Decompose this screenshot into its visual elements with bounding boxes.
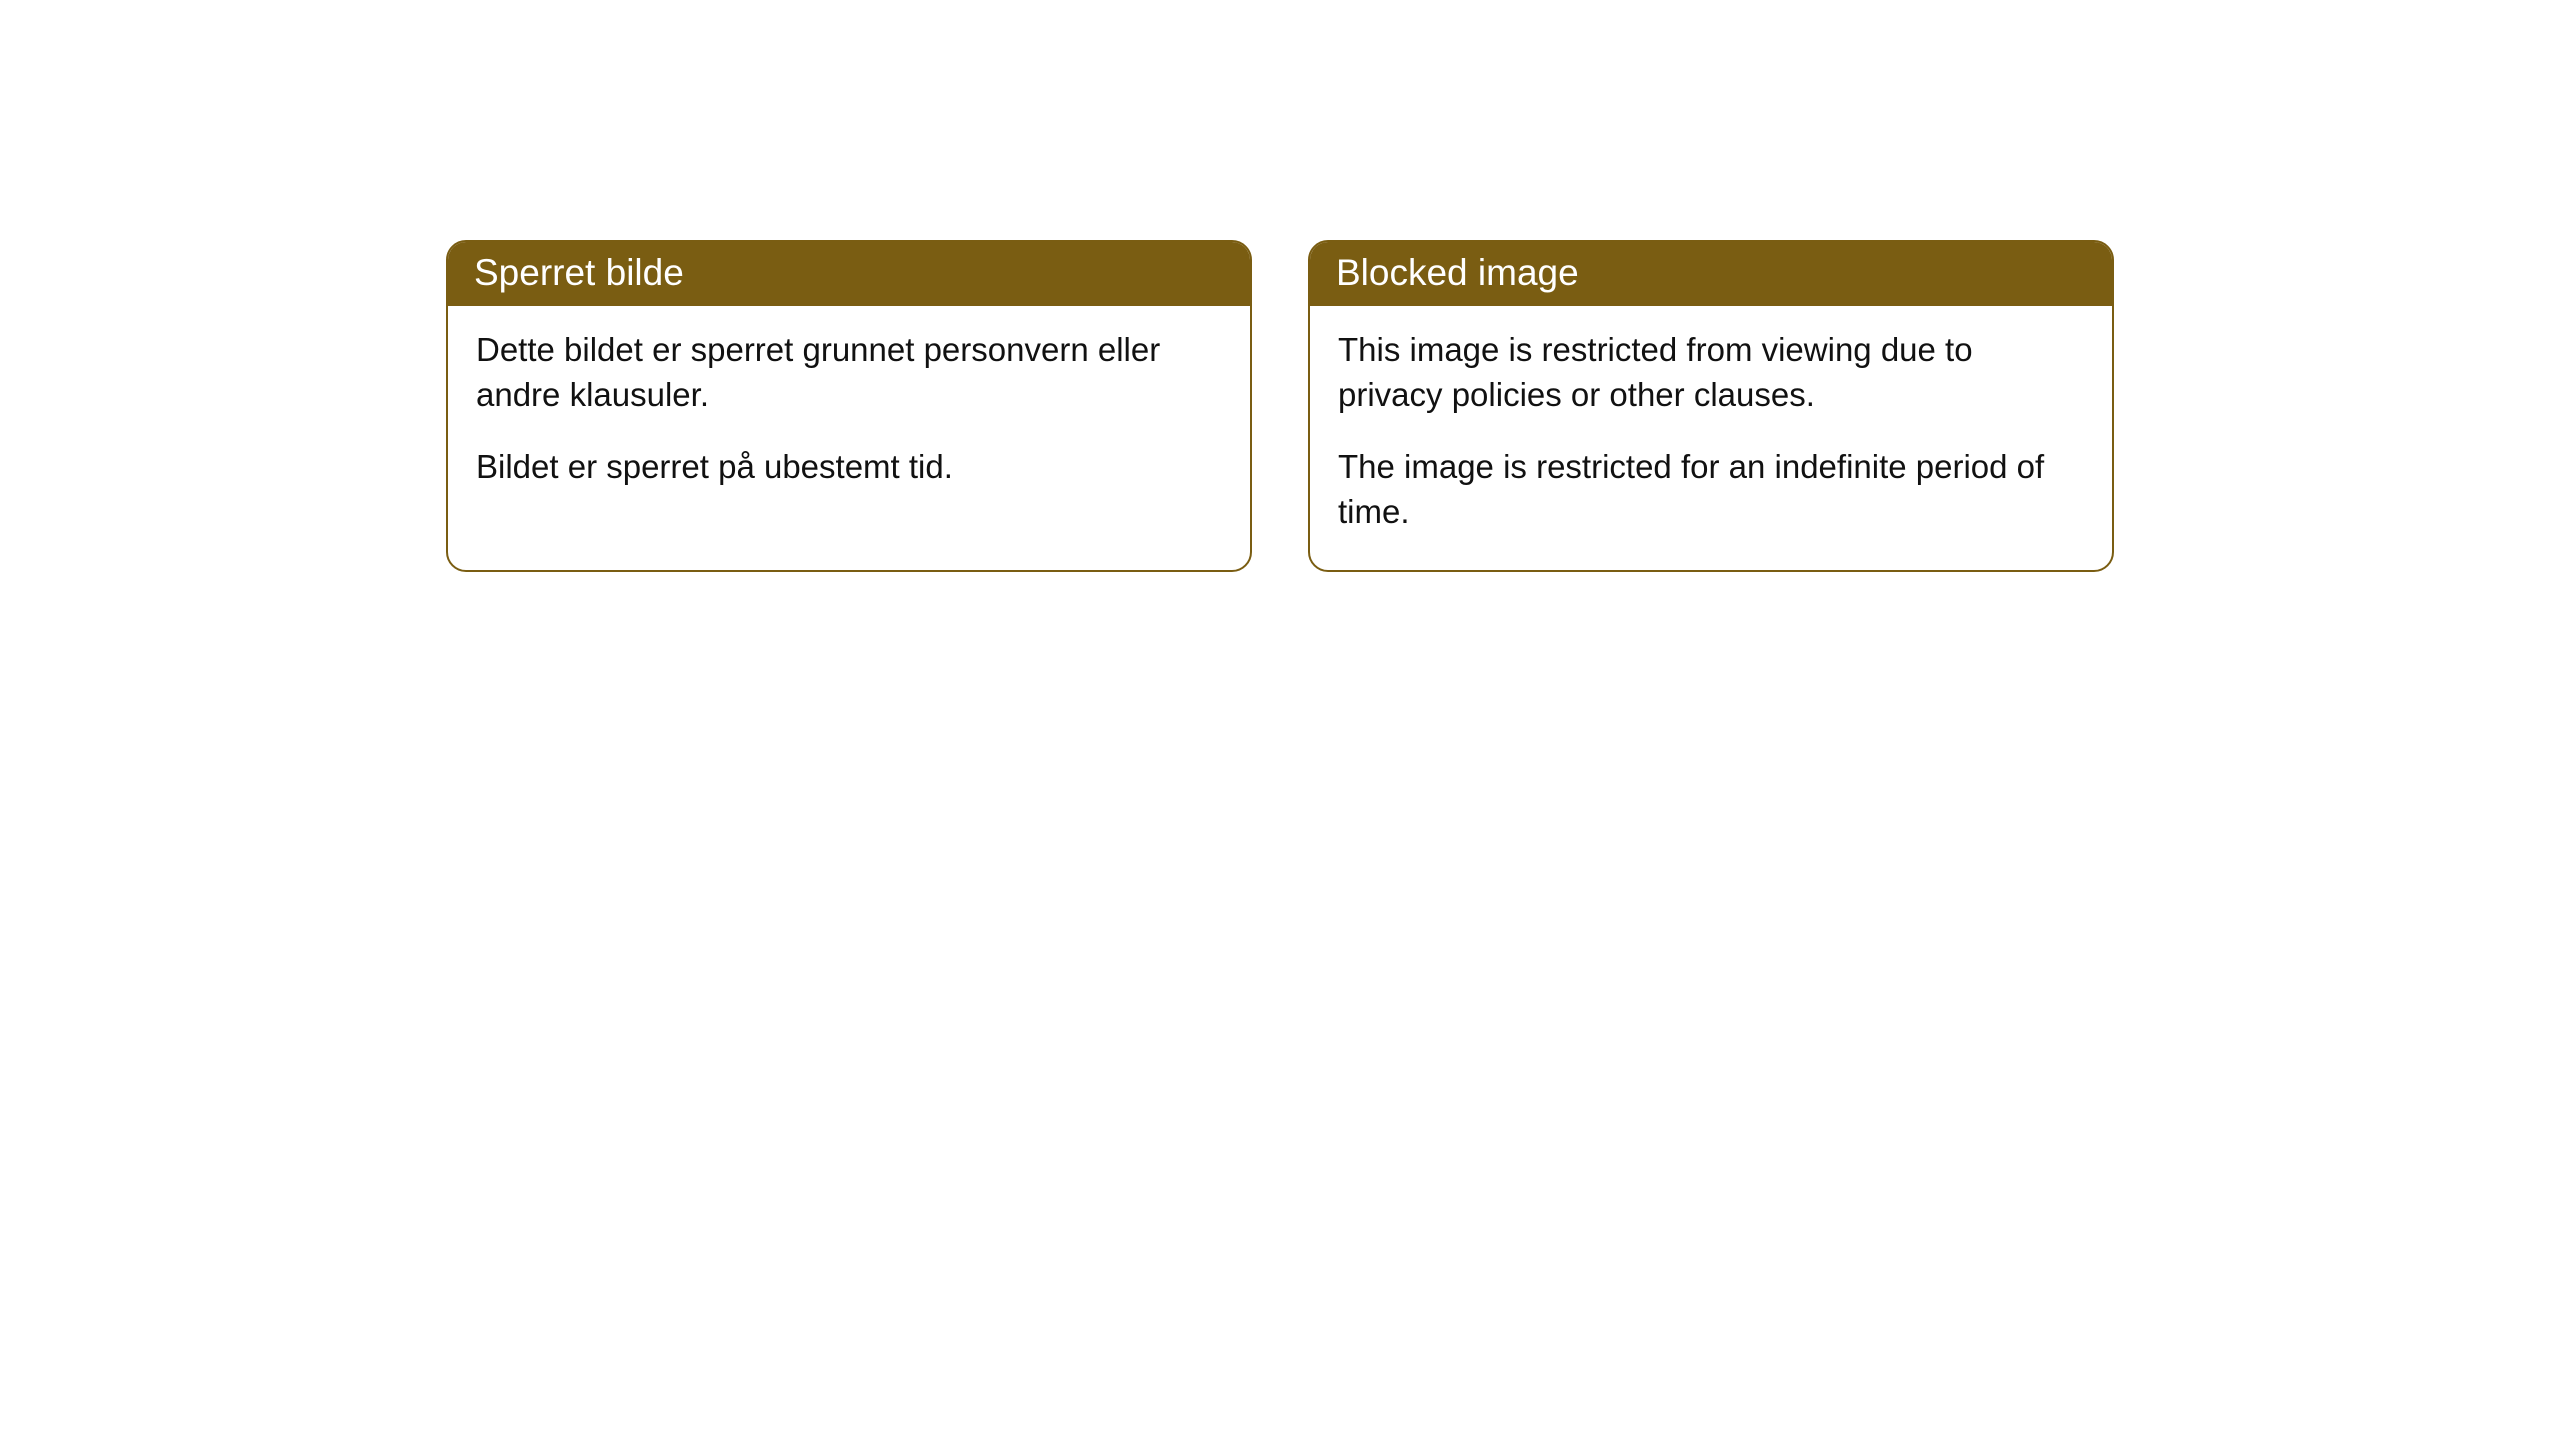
card-paragraph: Bildet er sperret på ubestemt tid. [476, 445, 1222, 490]
card-title: Sperret bilde [474, 252, 684, 293]
card-english: Blocked image This image is restricted f… [1308, 240, 2114, 572]
card-header-english: Blocked image [1310, 242, 2112, 306]
card-norwegian: Sperret bilde Dette bildet er sperret gr… [446, 240, 1252, 572]
card-paragraph: The image is restricted for an indefinit… [1338, 445, 2084, 534]
card-paragraph: This image is restricted from viewing du… [1338, 328, 2084, 417]
card-title: Blocked image [1336, 252, 1579, 293]
cards-container: Sperret bilde Dette bildet er sperret gr… [0, 240, 2560, 572]
card-header-norwegian: Sperret bilde [448, 242, 1250, 306]
card-body-english: This image is restricted from viewing du… [1310, 306, 2112, 570]
card-paragraph: Dette bildet er sperret grunnet personve… [476, 328, 1222, 417]
card-body-norwegian: Dette bildet er sperret grunnet personve… [448, 306, 1250, 526]
